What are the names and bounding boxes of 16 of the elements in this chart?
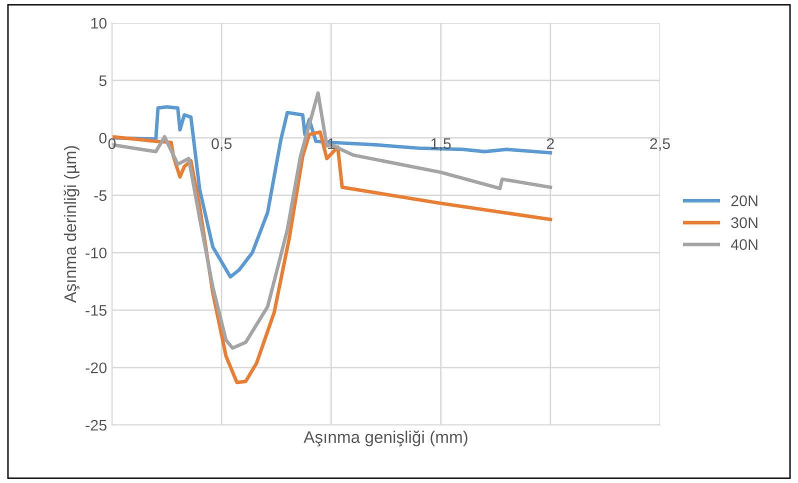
legend-label: 40N (730, 239, 758, 250)
y-tick-label: -10 (86, 248, 107, 258)
y-tick-label: -5 (94, 190, 106, 201)
x-tick-label: 0 (108, 138, 116, 150)
y-axis-title: Aşınma derinliği (µm) (64, 146, 80, 303)
y-tick-label: 5 (99, 75, 106, 86)
y-tick-label: 10 (91, 18, 107, 29)
y-tick-label: -20 (86, 362, 107, 374)
x-axis-title: Aşınma genişliği (mm) (304, 430, 468, 446)
x-tick-label: 2 (546, 138, 554, 149)
y-tick-label: -25 (86, 420, 106, 431)
x-tick-label: 2,5 (650, 138, 670, 151)
y-tick-label: -15 (86, 305, 106, 316)
legend-label: 20N (731, 195, 758, 206)
legend-label: 30N (731, 217, 758, 228)
x-tick-label: 0,5 (212, 138, 232, 151)
